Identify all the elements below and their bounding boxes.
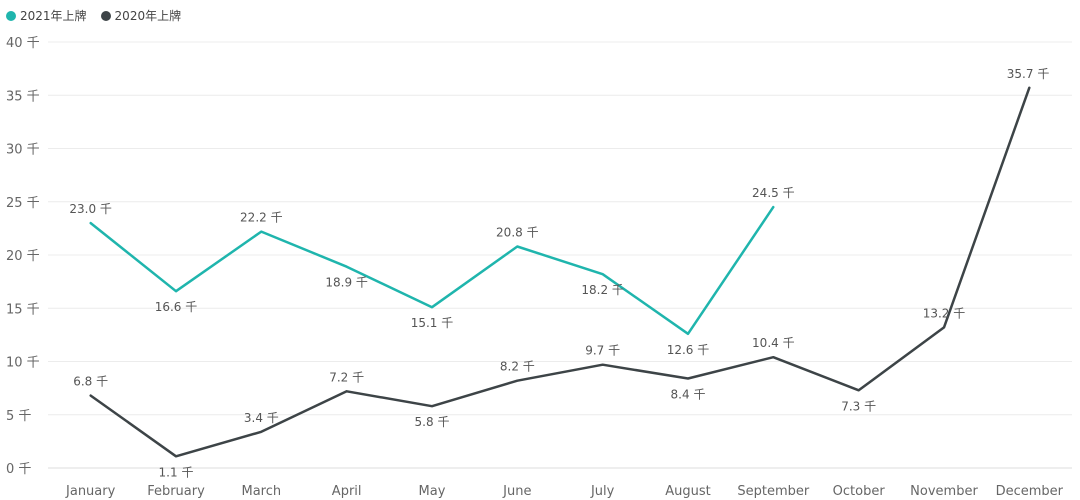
x-tick-label: March	[242, 484, 282, 499]
x-tick-label: January	[65, 484, 116, 499]
data-label: 7.3 千	[841, 399, 876, 413]
data-label: 6.8 千	[73, 375, 108, 389]
data-label: 8.4 千	[671, 388, 706, 402]
data-label: 22.2 千	[240, 211, 283, 225]
x-tick-label: September	[737, 484, 810, 499]
legend-label-2021: 2021年上牌	[20, 9, 87, 23]
x-tick-label: November	[910, 484, 978, 499]
series-line-1	[89, 86, 1031, 458]
y-tick-label: 15 千	[6, 302, 40, 317]
y-tick-label: 0 千	[6, 462, 31, 477]
data-label: 15.1 千	[411, 316, 454, 330]
y-tick-label: 25 千	[6, 196, 40, 211]
x-tick-label: July	[590, 484, 615, 499]
legend-item-2020[interactable]: 2020年上牌	[100, 7, 182, 24]
y-tick-label: 20 千	[6, 249, 40, 264]
data-label: 35.7 千	[1007, 67, 1050, 81]
data-label: 16.6 千	[155, 300, 198, 314]
chart-legend: 2021年上牌 2020年上牌	[6, 7, 181, 24]
data-label: 13.2 千	[923, 306, 966, 320]
data-label: 5.8 千	[415, 415, 450, 429]
x-tick-label: February	[147, 484, 205, 499]
data-label: 3.4 千	[244, 411, 279, 425]
data-label: 20.8 千	[496, 225, 539, 239]
x-tick-label: October	[833, 484, 886, 499]
data-label: 9.7 千	[585, 344, 620, 358]
data-label: 1.1 千	[159, 465, 194, 479]
y-tick-label: 5 千	[6, 409, 31, 424]
y-tick-label: 30 千	[6, 143, 40, 158]
data-label: 12.6 千	[667, 343, 710, 357]
x-tick-label: May	[419, 484, 446, 499]
legend-item-2021[interactable]: 2021年上牌	[6, 7, 87, 24]
x-tick-label: December	[996, 484, 1064, 499]
y-tick-label: 40 千	[6, 36, 40, 51]
x-tick-label: June	[502, 484, 531, 499]
y-tick-label: 10 千	[6, 356, 40, 371]
legend-marker-2020-icon	[100, 10, 111, 21]
data-label: 18.2 千	[581, 283, 624, 297]
y-tick-label: 35 千	[6, 89, 40, 104]
data-label: 8.2 千	[500, 360, 535, 374]
data-label: 7.2 千	[329, 370, 364, 384]
x-tick-label: April	[332, 484, 362, 499]
data-label: 24.5 千	[752, 186, 795, 200]
data-label: 18.9 千	[325, 276, 368, 290]
series-line-0	[89, 205, 775, 336]
data-label: 10.4 千	[752, 336, 795, 350]
x-tick-label: August	[665, 484, 711, 499]
legend-label-2020: 2020年上牌	[114, 9, 182, 23]
legend-marker-2021-icon	[6, 10, 16, 21]
data-label: 23.0 千	[69, 202, 112, 216]
